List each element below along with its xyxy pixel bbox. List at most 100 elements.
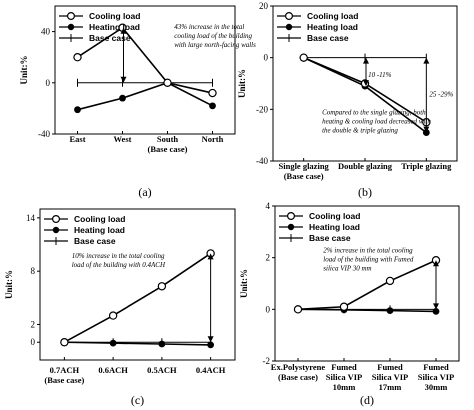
legend-entry: Heating load	[74, 225, 125, 235]
legend-entry: Cooling load	[309, 211, 360, 221]
category-label: Single glazing	[279, 161, 330, 171]
annotation-text: 25 -29%	[429, 90, 453, 98]
arrow-head	[120, 27, 127, 34]
annotation-text: 10 -11%	[368, 71, 392, 79]
series-line	[297, 308, 437, 313]
y-axis-label: Unit:%	[4, 270, 14, 299]
legend-open-circle-icon	[287, 212, 296, 221]
plot-frame	[54, 5, 236, 135]
legend-entry: Heating load	[309, 222, 360, 232]
category-label: South	[157, 134, 179, 144]
cooling-load-marker	[299, 53, 308, 62]
heating-load-marker	[432, 308, 440, 315]
chart-panel-1: -40 0 40 Unit:% East West South(Base case) Nort…	[19, 5, 256, 199]
panel-label: (d)	[360, 393, 374, 407]
cooling-load-marker	[60, 338, 69, 347]
annotation-text: load of the building with 0.4ACH	[72, 261, 166, 269]
annotation-text: load of the building with Fumed	[323, 256, 414, 264]
y-axis-label: Unit:%	[19, 56, 29, 85]
annotation-text: heating & cooling load decreased with	[322, 118, 431, 126]
y-tick-label: 0	[264, 53, 269, 63]
cooling-load-marker	[208, 88, 217, 98]
legend-filled-circle-icon	[287, 223, 295, 231]
chart-panel-2: -40 -20 0 20 Unit:% Single glazing(Base case)…	[237, 1, 458, 199]
y-tick-label: 4	[266, 201, 271, 211]
cooling-load-marker	[339, 302, 349, 311]
legend-entry: Cooling load	[307, 11, 358, 21]
heating-load-marker	[119, 94, 126, 102]
cooling-load-marker	[385, 276, 395, 286]
legend-filled-circle-icon	[52, 226, 60, 234]
series-line	[77, 81, 213, 111]
arrow-head	[207, 336, 214, 343]
category-label: 0.7ACH	[50, 365, 80, 375]
series-line	[77, 26, 213, 94]
legend-open-circle-icon	[66, 12, 75, 21]
legend-entry: Heating load	[89, 22, 140, 32]
panel-label: (b)	[358, 185, 372, 199]
category-label: 10mm	[333, 382, 356, 392]
heating-load-marker	[386, 307, 394, 315]
legend-entry: Base case	[307, 33, 349, 43]
category-label: (Base case)	[44, 375, 84, 385]
cooling-load-marker	[73, 53, 82, 62]
y-tick-label: 2	[266, 253, 271, 263]
legend-entry: Heating load	[307, 22, 358, 32]
legend-entry: Base case	[74, 236, 116, 246]
category-label: 17mm	[379, 382, 402, 392]
y-axis-label: Unit:%	[237, 69, 247, 98]
panel-label: (a)	[138, 185, 151, 199]
category-label: (Base case)	[284, 171, 324, 181]
legend-entry: Cooling load	[89, 11, 140, 21]
series-line	[63, 252, 212, 343]
y-tick-label: 14	[26, 213, 36, 223]
annotation-text: the double & triple glazing	[322, 127, 398, 135]
category-label: Fumed	[423, 362, 449, 372]
legend-open-circle-icon	[285, 12, 294, 21]
y-tick-label: 8	[31, 266, 36, 276]
category-label: West	[114, 134, 132, 144]
legend-entry: Cooling load	[74, 214, 125, 224]
arrow-head	[433, 303, 439, 310]
category-label: 30mm	[425, 382, 448, 392]
chart-panel-3: 0 2 8 14 Unit:% 0.7ACH(Base case) 0.6ACH 0.5ACH…	[4, 208, 236, 407]
category-label: Silica VIP	[326, 372, 362, 382]
cooling-load-marker	[108, 311, 118, 320]
annotation-text: cooling load of the building	[174, 32, 252, 40]
y-tick-label: -2	[263, 356, 271, 366]
y-tick-label: 2	[31, 319, 36, 329]
legend-entry: Base case	[309, 233, 351, 243]
y-tick-label: -20	[256, 104, 268, 114]
annotation-text: with large north-facing walls	[174, 41, 256, 49]
category-label: Silica VIP	[372, 372, 408, 382]
y-tick-label: 0	[266, 304, 271, 314]
y-tick-label: -40	[256, 156, 268, 166]
heating-load-marker	[74, 106, 81, 114]
y-tick-label: 0	[46, 78, 51, 88]
cooling-load-marker	[157, 282, 167, 291]
y-tick-label: 40	[41, 27, 51, 37]
arrow-head	[423, 126, 430, 133]
y-axis-label: Unit:%	[239, 269, 249, 298]
panel-label: (c)	[131, 393, 144, 407]
cooling-load-marker	[163, 78, 172, 88]
category-label: Ex.Polystyrene	[271, 362, 326, 372]
category-label: (Base case)	[278, 372, 318, 382]
plot-frame	[39, 208, 236, 361]
annotation-text: silica VIP 30 mm	[323, 265, 371, 273]
y-tick-label: -40	[38, 129, 50, 139]
category-label: Triple glazing	[401, 161, 452, 171]
arrow-head	[207, 253, 214, 260]
legend-filled-circle-icon	[285, 23, 293, 31]
legend-filled-circle-icon	[67, 23, 75, 31]
annotation-text: 2% increase in the total cooling	[323, 247, 413, 255]
category-label: Fumed	[377, 362, 403, 372]
heating-load-marker	[422, 129, 430, 136]
y-tick-label: 0	[31, 337, 36, 347]
plot-frame	[274, 205, 460, 362]
category-label: (Base case)	[148, 144, 188, 154]
category-label: 0.4ACH	[196, 365, 226, 375]
chart-panel-4: -2 0 2 4 Unit:% Ex.Polystyrene(Base case) Fume…	[239, 201, 460, 407]
arrow-head	[433, 260, 439, 267]
